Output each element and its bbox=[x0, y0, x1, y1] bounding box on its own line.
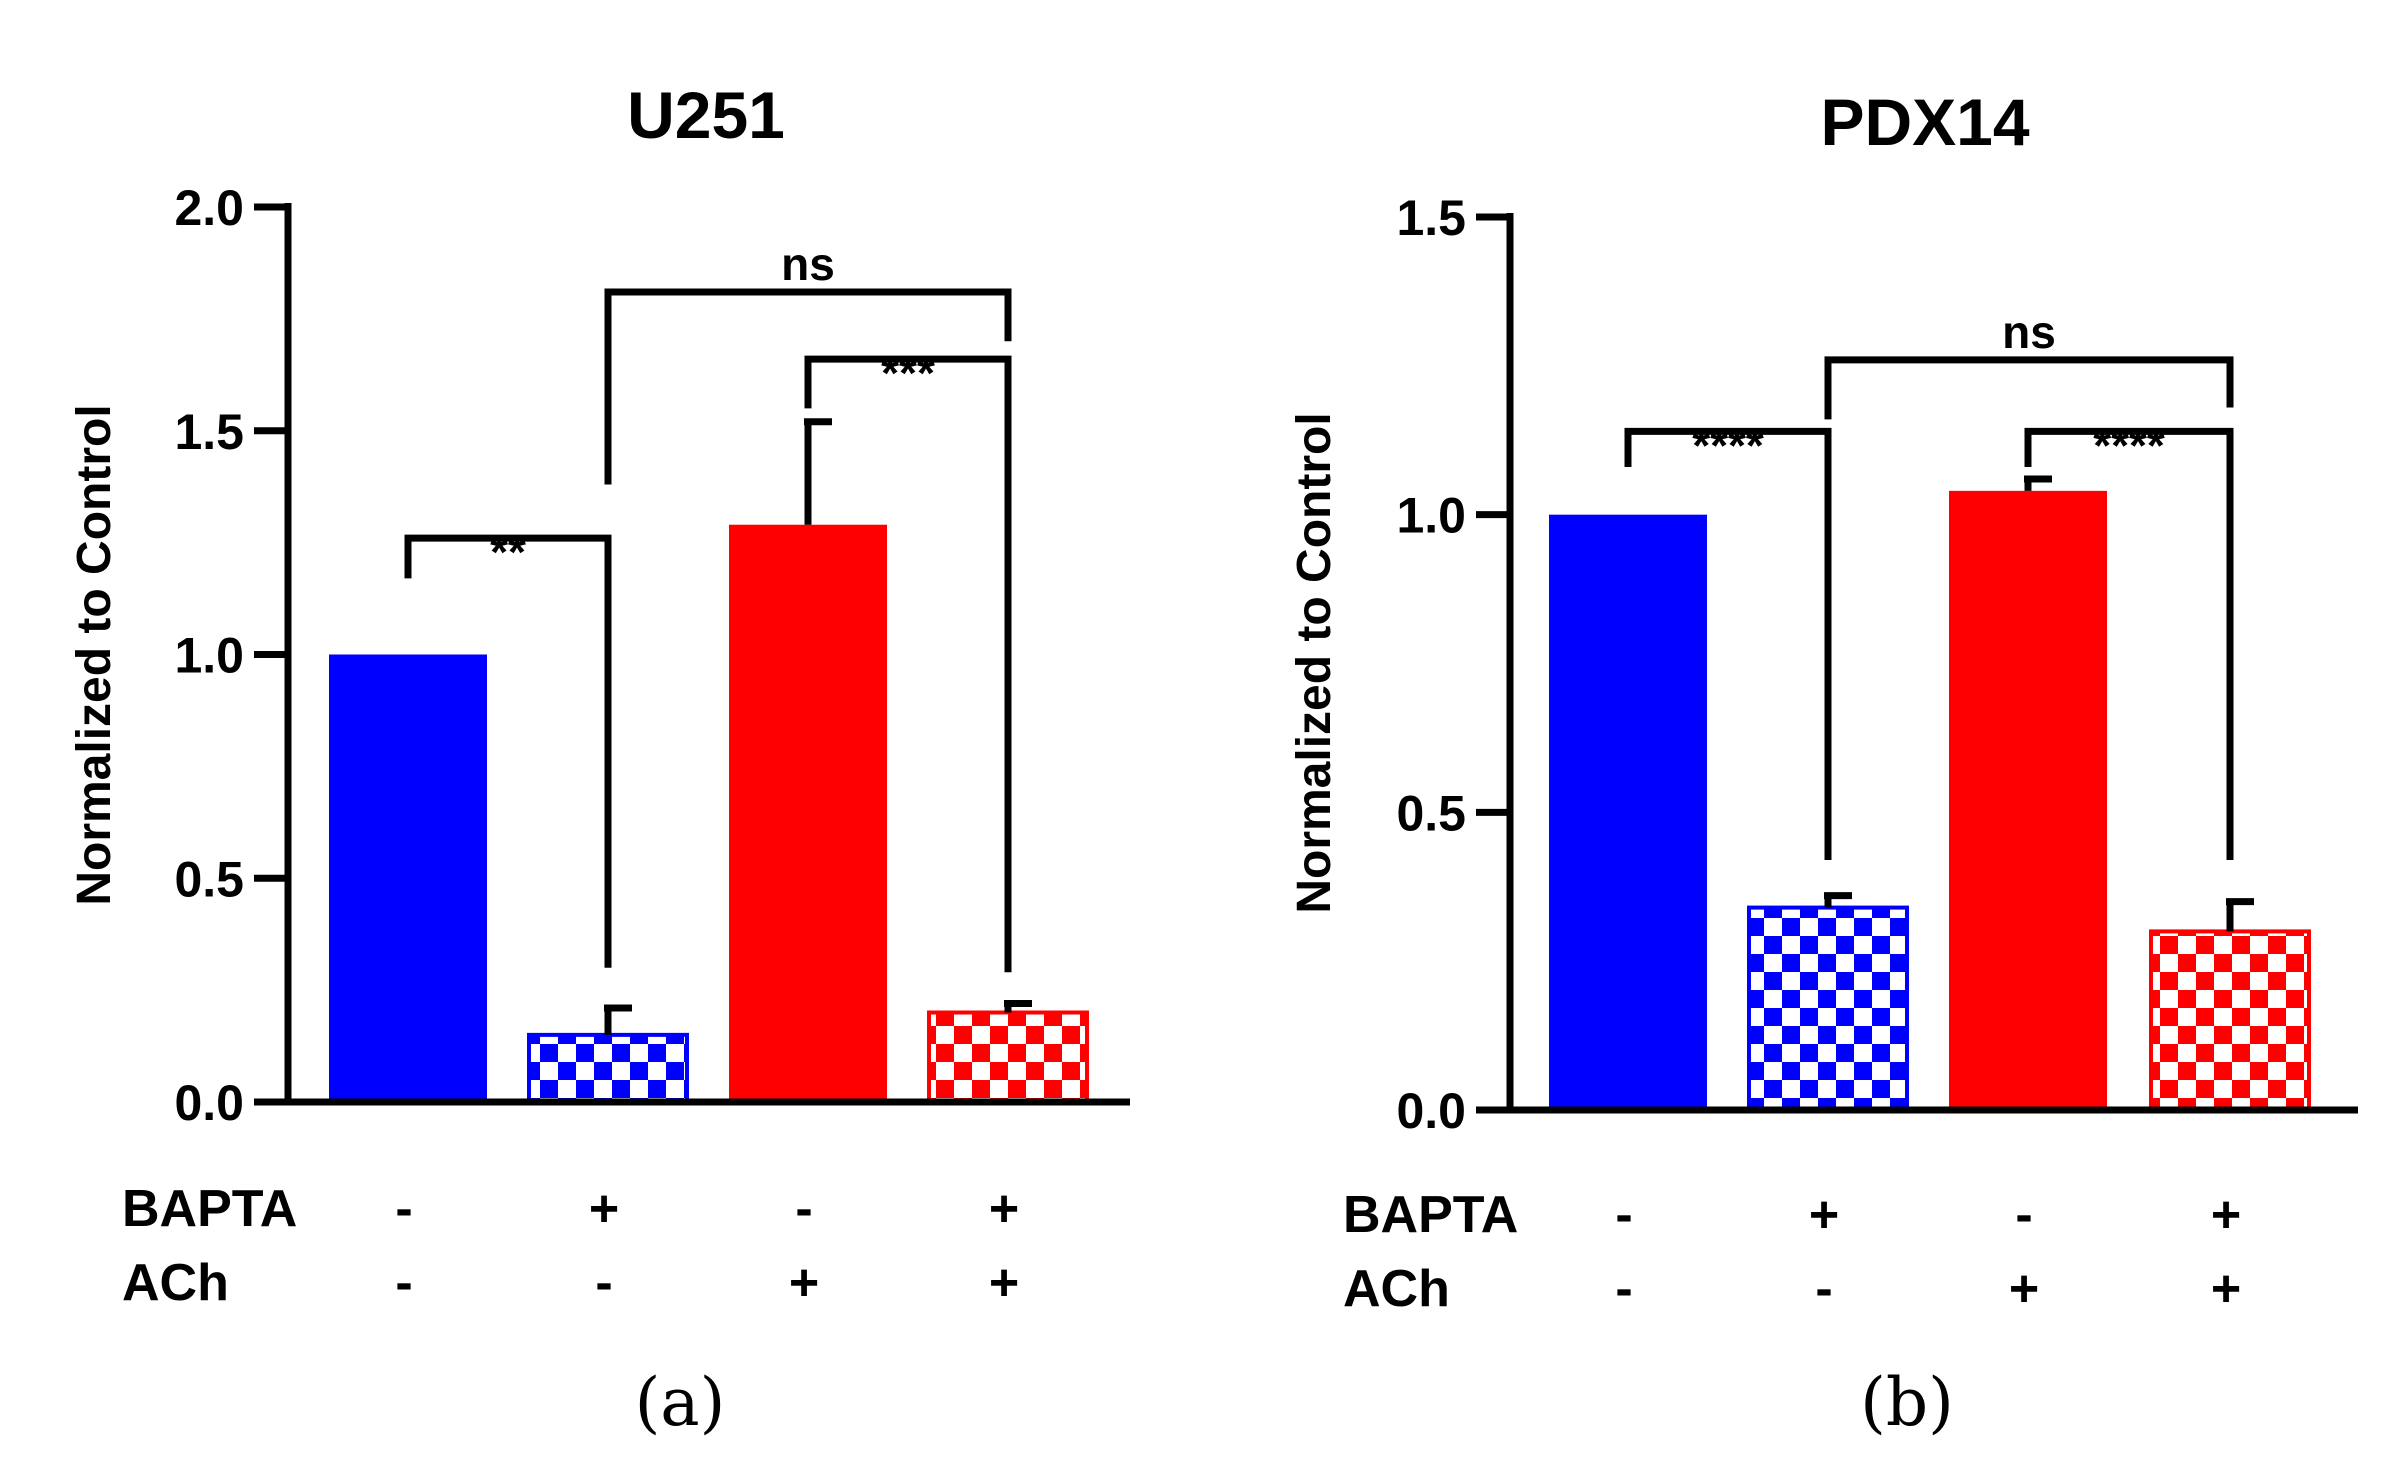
y-tick-label: 2.0 bbox=[174, 180, 244, 236]
condition-value: + bbox=[2211, 1186, 2241, 1244]
condition-label-ach: ACh bbox=[122, 1254, 229, 1312]
y-tick-label: 0.5 bbox=[1396, 785, 1466, 841]
condition-value: + bbox=[589, 1180, 619, 1238]
significance-label-1: **** bbox=[1692, 419, 1764, 471]
y-tick-label: 1.5 bbox=[174, 404, 244, 460]
condition-value: - bbox=[595, 1254, 612, 1312]
condition-value: + bbox=[1809, 1186, 1839, 1244]
significance-label-1: ** bbox=[490, 526, 526, 578]
significance-bracket-1 bbox=[404, 534, 612, 968]
significance-label-2: *** bbox=[881, 347, 935, 399]
significance-bracket-2 bbox=[2024, 427, 2234, 860]
bar-4 bbox=[927, 1010, 1089, 1104]
condition-label-bapta: BAPTA bbox=[1343, 1186, 1518, 1244]
bar-1 bbox=[1549, 514, 1707, 1110]
condition-value: - bbox=[1815, 1260, 1832, 1318]
significance-label-3: ns bbox=[2002, 306, 2056, 358]
y-tick-label: 0.0 bbox=[174, 1075, 244, 1131]
condition-value: + bbox=[2211, 1260, 2241, 1318]
chart-panel-b: PDX14 Normalized to Control 0.0 0.5 1.0 1.5 **… bbox=[1288, 85, 2358, 1441]
chart-title: PDX14 bbox=[1820, 85, 2029, 159]
chart-panel-a: U251 Normalized to Control 0.0 0.5 1.0 1.5 2.0… bbox=[68, 78, 1130, 1441]
bar-2 bbox=[1747, 905, 1909, 1112]
y-axis-label: Normalized to Control bbox=[1288, 412, 1341, 913]
significance-bracket-3 bbox=[1824, 356, 2234, 420]
panel-label: (b) bbox=[1860, 1364, 1954, 1441]
condition-value: - bbox=[1615, 1260, 1632, 1318]
bar-1 bbox=[329, 654, 487, 1102]
y-axis-label: Normalized to Control bbox=[68, 404, 121, 905]
y-tick-label: 0.0 bbox=[1396, 1083, 1466, 1139]
significance-label-2: **** bbox=[2093, 419, 2165, 471]
condition-value: - bbox=[1615, 1186, 1632, 1244]
condition-label-ach: ACh bbox=[1343, 1260, 1450, 1318]
y-tick-label: 0.5 bbox=[174, 851, 244, 907]
significance-bracket-2 bbox=[804, 355, 1012, 973]
bar-2 bbox=[527, 1032, 689, 1104]
chart-title: U251 bbox=[627, 78, 785, 152]
bar-3 bbox=[729, 524, 887, 1102]
bar-4 bbox=[2149, 929, 2311, 1113]
panel-label: (a) bbox=[635, 1364, 726, 1441]
condition-value: + bbox=[989, 1254, 1019, 1312]
significance-bracket-1 bbox=[1624, 427, 1832, 860]
significance-bracket-3 bbox=[604, 288, 1012, 485]
condition-value: - bbox=[395, 1254, 412, 1312]
condition-value: + bbox=[789, 1254, 819, 1312]
condition-value: - bbox=[2015, 1186, 2032, 1244]
condition-value: - bbox=[795, 1180, 812, 1238]
condition-value: - bbox=[395, 1180, 412, 1238]
significance-label-3: ns bbox=[781, 238, 835, 290]
y-tick-label: 1.5 bbox=[1396, 190, 1466, 246]
condition-label-bapta: BAPTA bbox=[122, 1180, 297, 1238]
y-tick-label: 1.0 bbox=[174, 628, 244, 684]
condition-value: + bbox=[2009, 1260, 2039, 1318]
bar-3 bbox=[1949, 490, 2107, 1110]
y-tick-label: 1.0 bbox=[1396, 488, 1466, 544]
condition-value: + bbox=[989, 1180, 1019, 1238]
